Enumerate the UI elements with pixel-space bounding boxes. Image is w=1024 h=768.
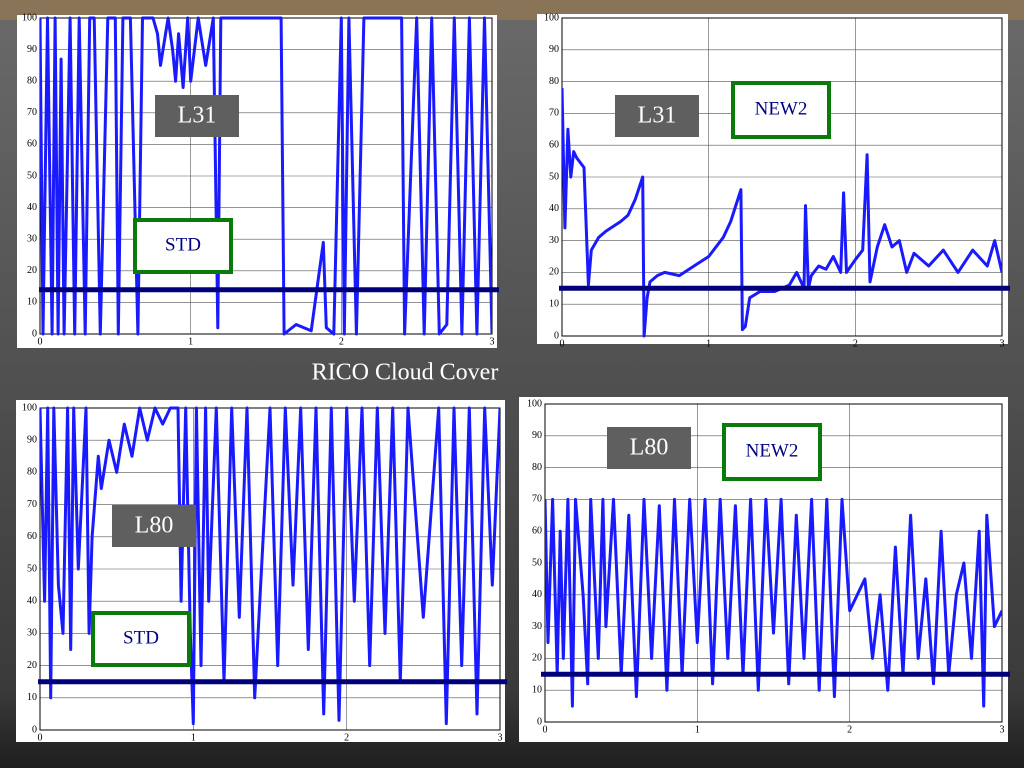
y-tick-label: 60 (549, 139, 559, 150)
y-tick-label: 30 (27, 628, 37, 639)
y-tick-label: 50 (27, 563, 37, 574)
data-line (40, 16, 492, 336)
label-text: L80 (630, 435, 669, 461)
y-tick-label: 80 (549, 76, 559, 87)
series-group (545, 497, 1002, 708)
x-tick-label: 3 (1000, 338, 1005, 349)
y-tick-label: 60 (27, 531, 37, 542)
y-tick-label: 10 (27, 297, 37, 308)
plot-frame (561, 17, 1003, 337)
label-box (607, 427, 691, 469)
y-tick-label: 30 (27, 233, 37, 244)
x-tick-label: 0 (560, 338, 565, 349)
x-tick-label: 2 (344, 732, 349, 743)
x-tick-label: 1 (695, 724, 700, 735)
y-tick-label: 10 (532, 684, 542, 695)
chart: 0 10 20 30 40 50 60 70 80 90 100 0 1 2 3 L31 STD (17, 12, 499, 348)
data-line (562, 87, 1002, 338)
y-tick-label: 40 (27, 202, 37, 213)
y-tick-label: 60 (532, 525, 542, 536)
y-tick-label: 100 (544, 12, 559, 23)
y-tick-label: 30 (532, 621, 542, 632)
y-tick-label: 20 (549, 267, 559, 278)
y-tick-label: 70 (549, 108, 559, 119)
y-tick-label: 20 (532, 653, 542, 664)
y-tick-label: 10 (27, 692, 37, 703)
y-tick-label: 100 (22, 12, 37, 23)
chart-panel (537, 14, 1008, 344)
y-tick-label: 0 (537, 716, 542, 727)
x-tick-label: 1 (191, 732, 196, 743)
label-text: STD (123, 627, 159, 648)
label-text: STD (165, 234, 201, 255)
x-tick-label: 2 (847, 724, 852, 735)
y-tick-label: 90 (532, 430, 542, 441)
x-tick-label: 0 (543, 724, 548, 735)
slide-title: RICO Cloud Cover (312, 360, 499, 386)
y-tick-label: 100 (527, 398, 542, 409)
y-tick-label: 90 (27, 434, 37, 445)
chart: 0 10 20 30 40 50 60 70 80 90 100 0 1 2 3 L80 NEW2 (519, 397, 1010, 742)
x-tick-label: 2 (339, 336, 344, 347)
label-box (91, 611, 191, 667)
series-group (40, 406, 500, 726)
label-box (722, 423, 822, 481)
y-tick-label: 60 (27, 139, 37, 150)
label-box (615, 95, 699, 137)
y-tick-label: 90 (27, 44, 37, 55)
y-tick-label: 100 (22, 402, 37, 413)
x-tick-label: 0 (38, 336, 43, 347)
y-tick-label: 80 (27, 467, 37, 478)
y-tick-label: 0 (32, 328, 37, 339)
y-tick-label: 30 (549, 235, 559, 246)
x-tick-label: 3 (490, 336, 495, 347)
y-tick-label: 40 (27, 595, 37, 606)
chart: 0 10 20 30 40 50 60 70 80 90 100 0 1 2 3 L80 STD (16, 400, 507, 743)
label-box (155, 95, 239, 137)
label-text: NEW2 (746, 440, 799, 461)
y-tick-label: 40 (549, 203, 559, 214)
y-tick-label: 70 (532, 494, 542, 505)
y-tick-label: 20 (27, 265, 37, 276)
y-tick-label: 80 (532, 462, 542, 473)
series-group (40, 16, 492, 336)
y-tick-label: 50 (27, 170, 37, 181)
y-tick-label: 70 (27, 107, 37, 118)
x-tick-label: 0 (38, 732, 43, 743)
y-tick-label: 20 (27, 660, 37, 671)
y-tick-label: 80 (27, 75, 37, 86)
label-text: L31 (638, 103, 677, 129)
x-tick-label: 1 (706, 338, 711, 349)
label-text: L31 (178, 103, 217, 129)
label-box (133, 218, 233, 274)
label-box (731, 81, 831, 139)
x-tick-label: 1 (188, 336, 193, 347)
label-text: NEW2 (755, 98, 808, 119)
y-tick-label: 90 (549, 44, 559, 55)
label-text: L80 (135, 513, 174, 539)
y-tick-label: 0 (554, 330, 559, 341)
y-tick-label: 70 (27, 499, 37, 510)
y-tick-label: 50 (532, 557, 542, 568)
x-tick-label: 3 (498, 732, 503, 743)
y-tick-label: 0 (32, 724, 37, 735)
x-tick-label: 3 (1000, 724, 1005, 735)
x-tick-label: 2 (853, 338, 858, 349)
data-line (545, 497, 1002, 708)
label-box (112, 505, 196, 547)
y-tick-label: 40 (532, 589, 542, 600)
y-tick-label: 10 (549, 298, 559, 309)
y-tick-label: 50 (549, 171, 559, 182)
series-group (562, 87, 1002, 338)
data-line (40, 406, 500, 726)
chart: 0 10 20 30 40 50 60 70 80 90 100 0 1 2 3 L31 NEW2 (537, 12, 1010, 349)
